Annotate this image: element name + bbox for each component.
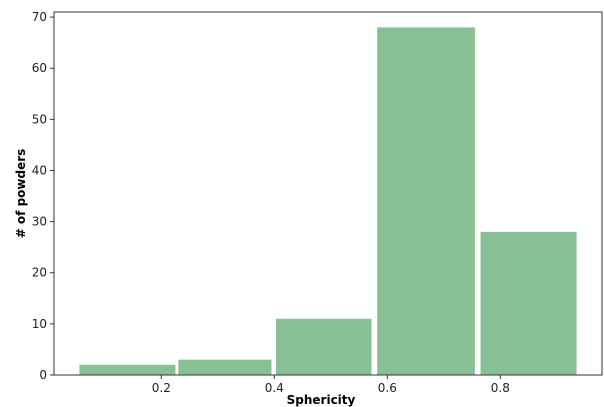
bar-2 bbox=[178, 359, 272, 375]
x-tick-label: 0.2 bbox=[152, 381, 171, 395]
y-tick-label: 10 bbox=[32, 317, 47, 331]
y-tick-label: 0 bbox=[39, 368, 47, 382]
bars-group bbox=[79, 27, 577, 376]
y-tick-label: 70 bbox=[32, 10, 47, 24]
plot-frame bbox=[53, 11, 603, 376]
y-tick-label: 40 bbox=[32, 163, 47, 177]
x-tick-label: 0.4 bbox=[265, 381, 284, 395]
y-tick-label: 50 bbox=[32, 112, 47, 126]
y-tick-label: 20 bbox=[32, 266, 47, 280]
bar-5 bbox=[480, 231, 577, 375]
y-axis-title: # of powders bbox=[14, 149, 28, 239]
y-tick-label: 60 bbox=[32, 61, 47, 75]
y-tick-label: 30 bbox=[32, 215, 47, 229]
bar-4 bbox=[377, 27, 475, 376]
x-axis: 0.2 0.4 0.6 0.8 bbox=[152, 375, 510, 395]
y-axis: 0 10 20 30 40 50 60 70 bbox=[32, 10, 54, 382]
x-tick-label: 0.8 bbox=[491, 381, 510, 395]
bar-3 bbox=[276, 318, 372, 375]
bar-1 bbox=[79, 364, 176, 375]
x-tick-label: 0.6 bbox=[378, 381, 397, 395]
x-axis-title: Sphericity bbox=[287, 393, 356, 407]
